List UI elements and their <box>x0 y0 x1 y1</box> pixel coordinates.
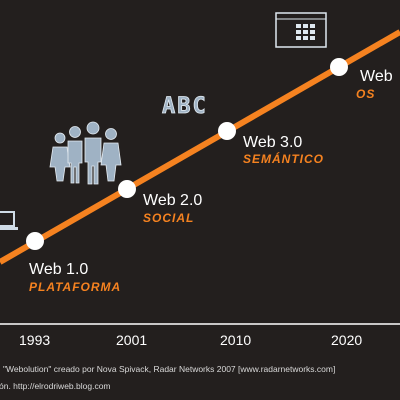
year-label-1993: 1993 <box>19 332 50 348</box>
credit-line: "Webolution" creado por Nova Spivack, Ra… <box>3 364 335 374</box>
abc-icon: ABC <box>162 94 208 119</box>
window-grid-icon <box>275 12 327 48</box>
milestone-label-web2: Web 2.0 <box>143 192 202 209</box>
milestone-markers <box>26 58 348 250</box>
milestone-dot-web3 <box>218 122 236 140</box>
year-label-2020: 2020 <box>331 332 362 348</box>
milestone-sublabel-web2: Social <box>143 211 194 225</box>
milestone-label-webos: Web <box>360 68 393 85</box>
milestone-dot-web1 <box>26 232 44 250</box>
milestone-label-web1: Web 1.0 <box>29 261 88 278</box>
milestone-dot-web2 <box>118 180 136 198</box>
milestone-sublabel-webos: OS <box>356 87 375 101</box>
milestone-dot-webos <box>330 58 348 76</box>
year-label-2010: 2010 <box>220 332 251 348</box>
source-line: ón. http://elrodriweb.blog.com <box>0 381 111 391</box>
milestone-sublabel-web3: Semántico <box>243 151 324 166</box>
people-group-icon <box>49 121 122 185</box>
laptop-icon <box>0 211 18 230</box>
milestone-sublabel-web1: Plataforma <box>29 280 121 294</box>
milestone-label-web3: Web 3.0 <box>243 134 302 151</box>
year-label-2001: 2001 <box>116 332 147 348</box>
